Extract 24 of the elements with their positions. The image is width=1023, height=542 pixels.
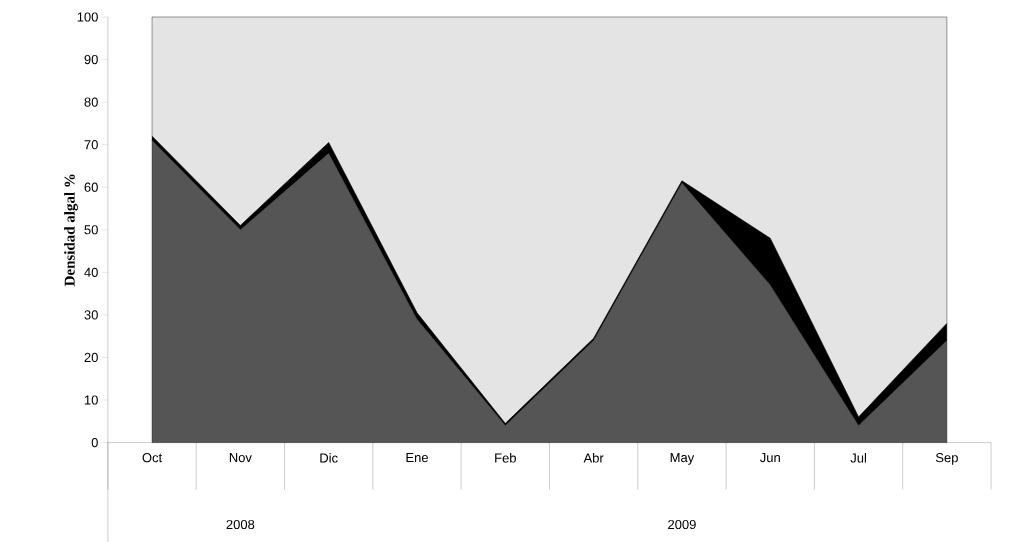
y-tick-label: 20	[84, 352, 98, 362]
x-tick-label: Feb	[495, 452, 516, 463]
x-tick-label: Oct	[142, 452, 163, 463]
x-tick-label: Ene	[406, 452, 428, 462]
y-tick-label: 0	[91, 437, 98, 447]
y-axis-title: Densidad algal %	[64, 174, 78, 286]
x-tick-label: Nov	[229, 452, 252, 462]
text: 2009	[668, 519, 696, 529]
y-tick-label: 30	[84, 310, 98, 320]
y-tick-label: 70	[84, 139, 98, 150]
y-tick-label: 10	[84, 395, 98, 405]
y-tick-label: 60	[84, 182, 98, 192]
y-tick-label: 40	[84, 267, 98, 277]
x-tick-label: Abr	[583, 452, 604, 463]
x-tick-label: Dic	[320, 452, 338, 463]
x-tick-label: Jun	[759, 452, 780, 462]
x-tick-label: Jul	[850, 452, 866, 463]
x-tick-label: May	[670, 452, 695, 465]
y-tick-label: 100	[77, 12, 98, 22]
y-tick-label: 90	[84, 54, 98, 64]
y-tick-label: 50	[84, 224, 98, 235]
x-tick-label: Sep	[935, 452, 958, 465]
y-tick-label: 80	[84, 97, 98, 107]
text: 2008	[226, 519, 255, 529]
